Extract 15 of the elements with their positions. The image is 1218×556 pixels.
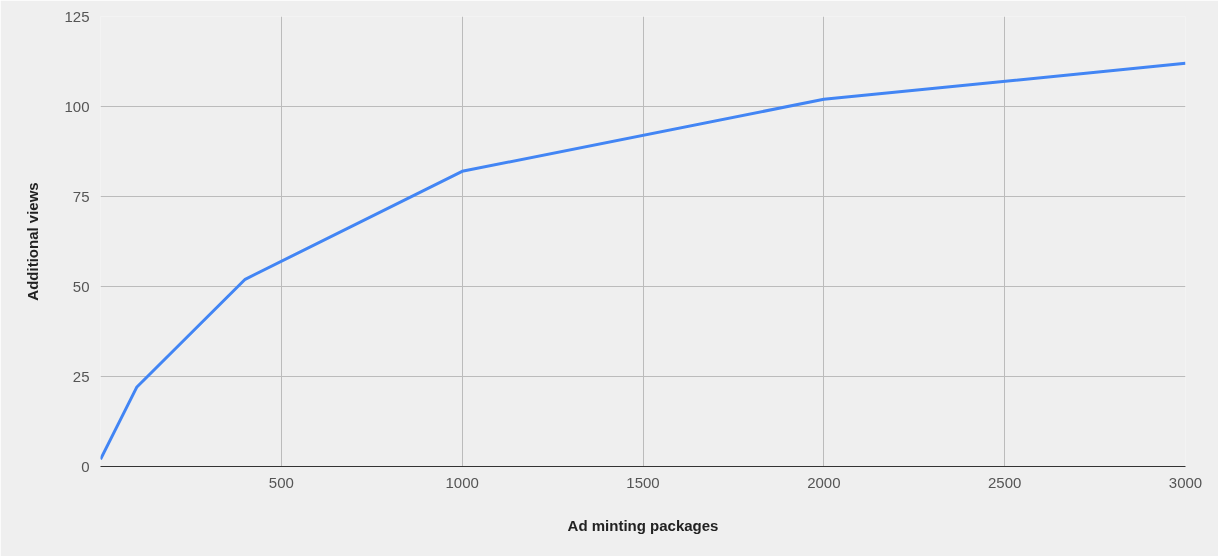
x-tick-label: 1500: [626, 473, 660, 491]
y-tick-label: 100: [64, 97, 90, 115]
y-axis-title: Additional views: [24, 182, 42, 301]
x-tick-label: 1000: [445, 473, 479, 491]
y-tick-label: 125: [64, 7, 90, 25]
y-tick-label: 0: [81, 457, 90, 475]
line-series: [100, 61, 1186, 461]
x-tick-label: 3000: [1168, 473, 1203, 491]
y-tick-label: 75: [72, 187, 90, 205]
x-axis-title: Ad minting packages: [567, 516, 719, 534]
x-tick-label: 2000: [807, 473, 841, 491]
x-tick-label: 500: [268, 473, 294, 491]
y-tick-label: 25: [72, 367, 90, 385]
x-tick-label: 2500: [987, 473, 1022, 491]
y-tick-label: 50: [72, 277, 90, 295]
